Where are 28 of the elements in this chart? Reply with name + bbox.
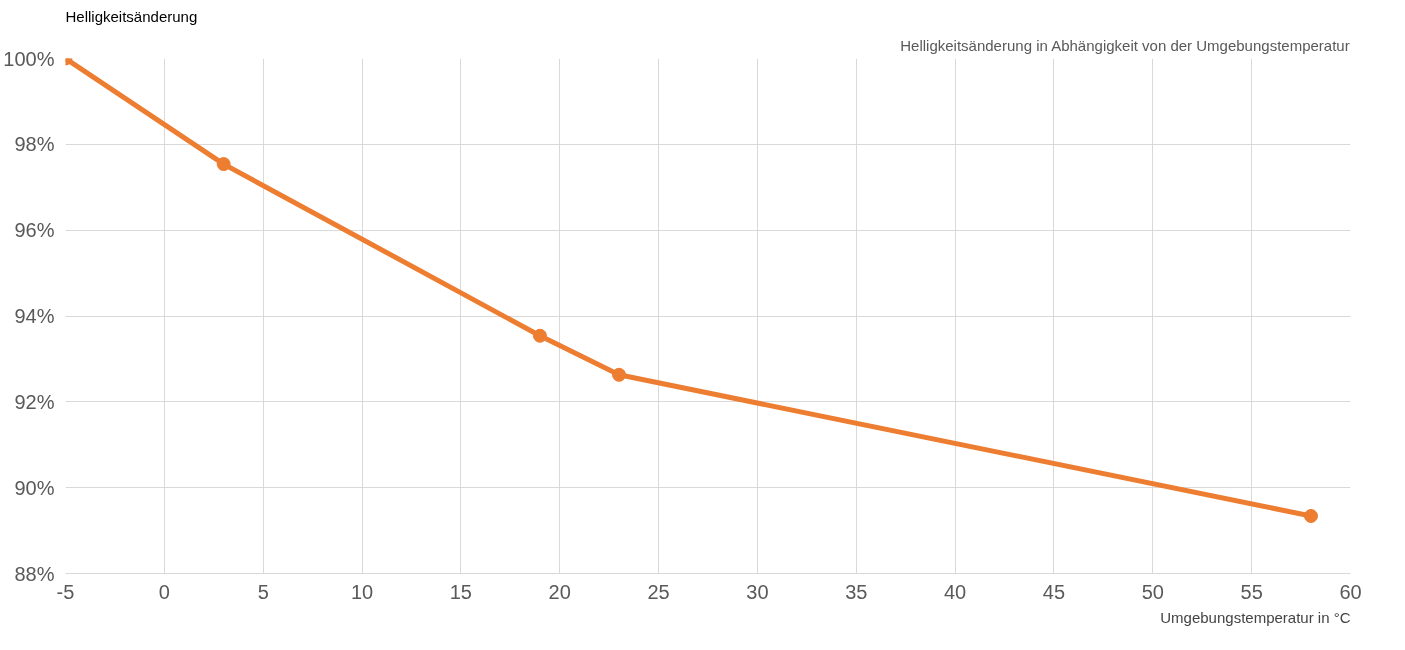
- x-tick-label: 35: [845, 580, 868, 603]
- x-tick-label: 40: [943, 580, 967, 603]
- x-tick-label: 5: [257, 580, 269, 603]
- y-tick-label: 96%: [14, 219, 55, 242]
- x-tick-label: 45: [1042, 580, 1066, 603]
- y-tick-label: 98%: [14, 133, 55, 156]
- x-tick-label: 10: [350, 580, 374, 603]
- x-tick-label: 0: [158, 580, 170, 603]
- chart-title: Helligkeitsänderung in Abhängigkeit von der Umgebungstemperatur: [900, 36, 1350, 54]
- x-tick-label: 50: [1141, 580, 1164, 603]
- x-tick-label: 60: [1339, 580, 1362, 603]
- y-tick-label: 100%: [3, 47, 55, 70]
- y-axis-title: Helligkeitsänderung: [65, 7, 198, 25]
- x-tick-label: 15: [449, 580, 473, 603]
- x-tick-label: -5: [56, 580, 75, 603]
- x-axis-title: Umgebungstemperatur in °C: [1160, 608, 1351, 626]
- y-tick-label: 90%: [14, 476, 55, 499]
- x-tick-label: 30: [746, 580, 769, 603]
- y-tick-label: 88%: [14, 562, 55, 585]
- y-tick-label: 92%: [14, 390, 55, 413]
- point: [216, 157, 231, 172]
- point: [1303, 509, 1318, 523]
- point: [532, 328, 547, 343]
- x-tick-label: 55: [1240, 580, 1263, 603]
- x-tick-label: 25: [647, 580, 670, 603]
- point: [612, 367, 627, 382]
- x-tick-label: 20: [548, 580, 571, 603]
- y-tick-label: 94%: [14, 305, 55, 327]
